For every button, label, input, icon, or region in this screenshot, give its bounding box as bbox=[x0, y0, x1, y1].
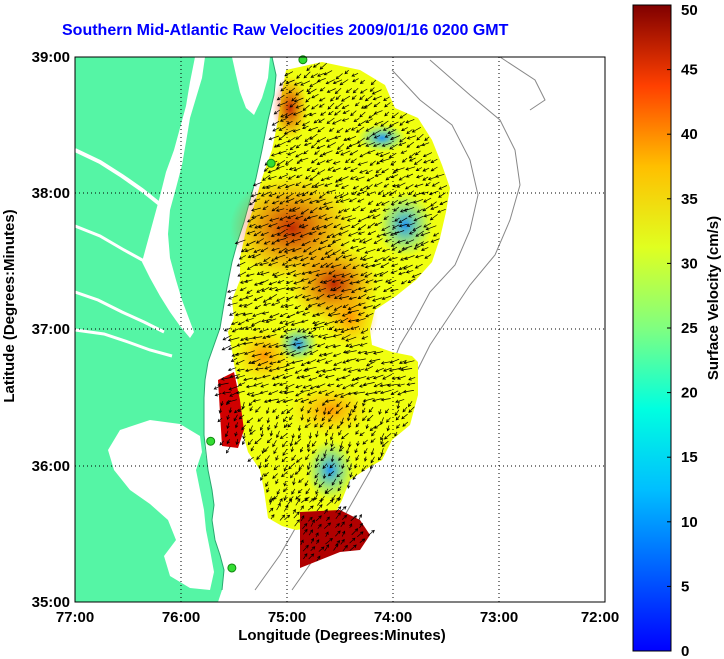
colorbar-tick-label: 30 bbox=[681, 255, 698, 272]
y-axis-title: Latitude (Degrees:Minutes) bbox=[1, 209, 18, 402]
bathymetry-contour-2 bbox=[291, 59, 521, 591]
velocity-slow-north bbox=[358, 124, 406, 152]
colorbar-tick-label: 15 bbox=[681, 449, 698, 466]
york-james-rivers bbox=[75, 290, 173, 358]
coastline bbox=[203, 57, 277, 591]
colorbar-tick-label: 25 bbox=[681, 320, 698, 337]
y-tick-label: 39:00 bbox=[32, 49, 70, 66]
station-marker bbox=[227, 563, 237, 573]
delaware-bay bbox=[232, 57, 270, 115]
x-tick-label: 74:00 bbox=[374, 609, 412, 626]
velocity-warm-south bbox=[290, 384, 370, 436]
colorbar-title: Surface Velocity (cm/s) bbox=[705, 216, 722, 380]
velocity-coverage-southwest bbox=[218, 372, 244, 448]
velocity-field bbox=[213, 62, 450, 568]
grid bbox=[75, 57, 605, 602]
colorbar-tick-label: 50 bbox=[681, 2, 698, 19]
colorbar-scale bbox=[632, 4, 672, 652]
colorbar-tick-label: 40 bbox=[681, 126, 698, 143]
velocity-slow-south bbox=[306, 440, 354, 500]
colorbar-tick-label: 5 bbox=[681, 578, 689, 595]
colorbar: 0 5 10 15 20 25 30 35 40 45 50 Surface Velocity (c… bbox=[632, 2, 722, 659]
colorbar-tick-label: 0 bbox=[681, 643, 689, 659]
vector-arrows bbox=[213, 62, 448, 562]
plot-frame bbox=[74, 56, 606, 603]
y-tick-label: 38:00 bbox=[32, 185, 70, 202]
stations bbox=[206, 55, 308, 573]
rappahannock-river bbox=[75, 224, 163, 274]
x-axis-title: Longitude (Degrees:Minutes) bbox=[238, 627, 446, 644]
colorbar-tick-label: 45 bbox=[681, 62, 698, 79]
pamlico-sound bbox=[108, 420, 214, 590]
colorbar-tick-label: 20 bbox=[681, 385, 698, 402]
velocity-vectors bbox=[213, 62, 448, 562]
x-tick-labels: 77:00 76:00 75:00 74:00 73:00 72:00 bbox=[56, 609, 619, 626]
colorbar-tick-label: 10 bbox=[681, 514, 698, 531]
velocity-hotspot-coast bbox=[272, 76, 308, 140]
station-marker bbox=[206, 436, 216, 446]
colorbar-tick-label: 35 bbox=[681, 191, 698, 208]
station-marker bbox=[266, 158, 276, 168]
y-tick-labels: 39:00 38:00 37:00 36:00 35:00 bbox=[32, 49, 70, 611]
potomac-river bbox=[75, 148, 164, 208]
velocity-coverage-south bbox=[300, 510, 370, 568]
x-tick-label: 77:00 bbox=[56, 609, 94, 626]
x-tick-label: 75:00 bbox=[268, 609, 306, 626]
map-title: Southern Mid-Atlantic Raw Velocities 200… bbox=[62, 22, 509, 39]
colorbar-ticks: 0 5 10 15 20 25 30 35 40 45 50 bbox=[667, 2, 698, 659]
y-tick-label: 35:00 bbox=[32, 594, 70, 611]
y-tick-label: 37:00 bbox=[32, 321, 70, 338]
station-marker bbox=[298, 55, 308, 65]
x-tick-label: 72:00 bbox=[581, 609, 619, 626]
x-tick-label: 73:00 bbox=[480, 609, 518, 626]
x-tick-label: 76:00 bbox=[162, 609, 200, 626]
y-tick-label: 36:00 bbox=[32, 458, 70, 475]
